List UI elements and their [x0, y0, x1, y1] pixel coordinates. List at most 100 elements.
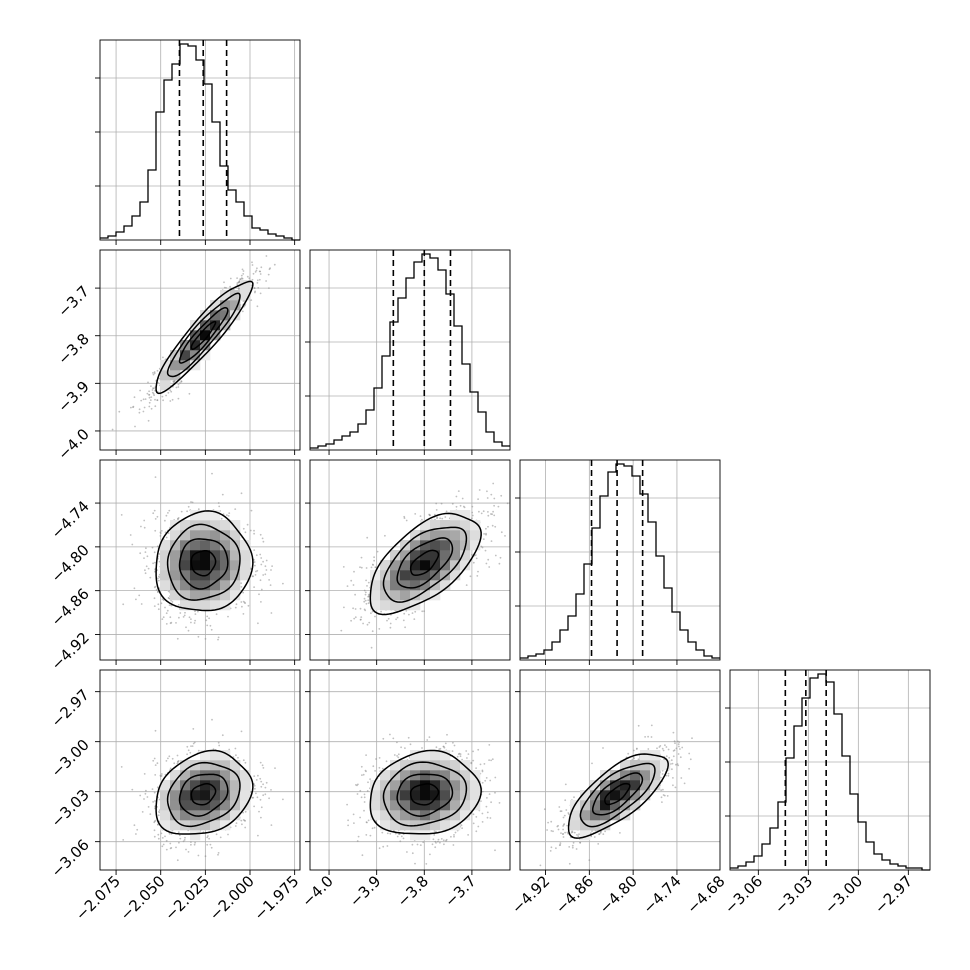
sample-point — [452, 741, 454, 744]
sample-point — [369, 778, 371, 780]
sample-point — [255, 269, 258, 272]
sample-point — [490, 540, 493, 542]
sample-point — [356, 840, 359, 842]
sample-point — [122, 839, 125, 841]
x-tick-label-0-2: −2.025 — [161, 872, 213, 924]
sample-point — [173, 762, 176, 765]
sample-point — [676, 763, 679, 765]
sample-point — [262, 540, 265, 543]
x-tick-label-1-2: −3.8 — [394, 872, 432, 910]
sample-point — [139, 552, 142, 555]
sample-point — [666, 795, 669, 797]
density-cell — [210, 300, 221, 311]
density-cell — [620, 760, 631, 771]
sample-point — [209, 843, 212, 846]
sample-point — [486, 490, 488, 493]
sample-point — [485, 562, 488, 565]
sample-point — [359, 566, 361, 569]
density-cell — [410, 780, 421, 791]
sample-point — [367, 599, 370, 602]
density-cell — [230, 530, 241, 541]
sample-point — [663, 794, 666, 797]
density-cell — [450, 540, 461, 551]
sample-point — [268, 797, 270, 800]
sample-point — [190, 621, 192, 624]
sample-point — [153, 757, 156, 760]
density-cell — [210, 750, 221, 761]
sample-point — [131, 543, 134, 546]
density-cell — [370, 580, 381, 591]
sample-point — [182, 840, 185, 843]
sample-point — [188, 392, 191, 395]
sample-point — [176, 754, 179, 757]
sample-point — [389, 733, 391, 736]
sample-point — [265, 569, 268, 571]
sample-point — [197, 610, 199, 613]
sample-point — [154, 800, 156, 802]
sample-point — [394, 832, 397, 835]
sample-point — [481, 821, 484, 823]
sample-point — [405, 519, 408, 522]
panel-frame-3-1 — [309, 669, 511, 871]
density-cell — [220, 770, 231, 781]
sample-point — [382, 845, 385, 848]
sample-point — [472, 759, 475, 762]
density-cell — [440, 820, 451, 831]
sample-point — [264, 793, 267, 796]
density-cell — [650, 770, 661, 781]
density-cell — [450, 810, 461, 821]
density-cell — [370, 810, 381, 821]
sample-point — [400, 835, 403, 838]
sample-point — [234, 508, 237, 510]
sample-point — [236, 282, 239, 284]
sample-point — [463, 506, 466, 509]
sample-point — [566, 831, 569, 834]
sample-point — [147, 381, 149, 384]
x-tick-label-1-1: −3.9 — [346, 872, 384, 910]
sample-point — [144, 572, 147, 575]
sample-point — [193, 843, 196, 846]
sample-point — [147, 806, 150, 808]
sample-point — [208, 837, 211, 840]
density-cell — [240, 800, 251, 811]
sample-point — [143, 557, 145, 559]
sample-point — [566, 824, 569, 827]
sample-point — [498, 562, 501, 565]
density-cell — [210, 810, 221, 821]
sample-point — [461, 497, 464, 500]
density-cell — [410, 580, 421, 591]
sample-point — [636, 747, 638, 750]
sample-point — [258, 810, 260, 813]
sample-point — [492, 482, 495, 485]
contour-2 — [382, 761, 468, 827]
density-cell — [600, 820, 611, 831]
sample-point — [679, 756, 682, 759]
sample-point — [144, 792, 147, 795]
sample-point — [153, 791, 156, 794]
density-cell — [230, 570, 241, 581]
sample-point — [262, 783, 264, 786]
density-cell — [220, 800, 231, 811]
sample-point — [210, 628, 213, 631]
sample-point — [550, 820, 553, 823]
sample-point — [140, 525, 142, 528]
sample-point — [435, 509, 438, 511]
sample-point — [644, 736, 646, 738]
density-cell — [180, 770, 191, 781]
sample-point — [672, 731, 675, 734]
sample-point — [647, 748, 650, 750]
sample-point — [444, 742, 447, 745]
sample-point — [169, 400, 172, 402]
sample-point — [568, 813, 570, 816]
density-cell — [210, 800, 221, 811]
density-cell — [220, 550, 231, 561]
sample-point — [217, 741, 220, 744]
histogram-3 — [730, 673, 930, 871]
sample-point — [633, 757, 635, 760]
sample-point — [242, 273, 245, 275]
sample-point — [568, 846, 571, 848]
density-cell — [230, 590, 241, 601]
density-cell — [450, 550, 461, 561]
density-cell — [630, 790, 641, 801]
density-cell — [190, 540, 201, 551]
